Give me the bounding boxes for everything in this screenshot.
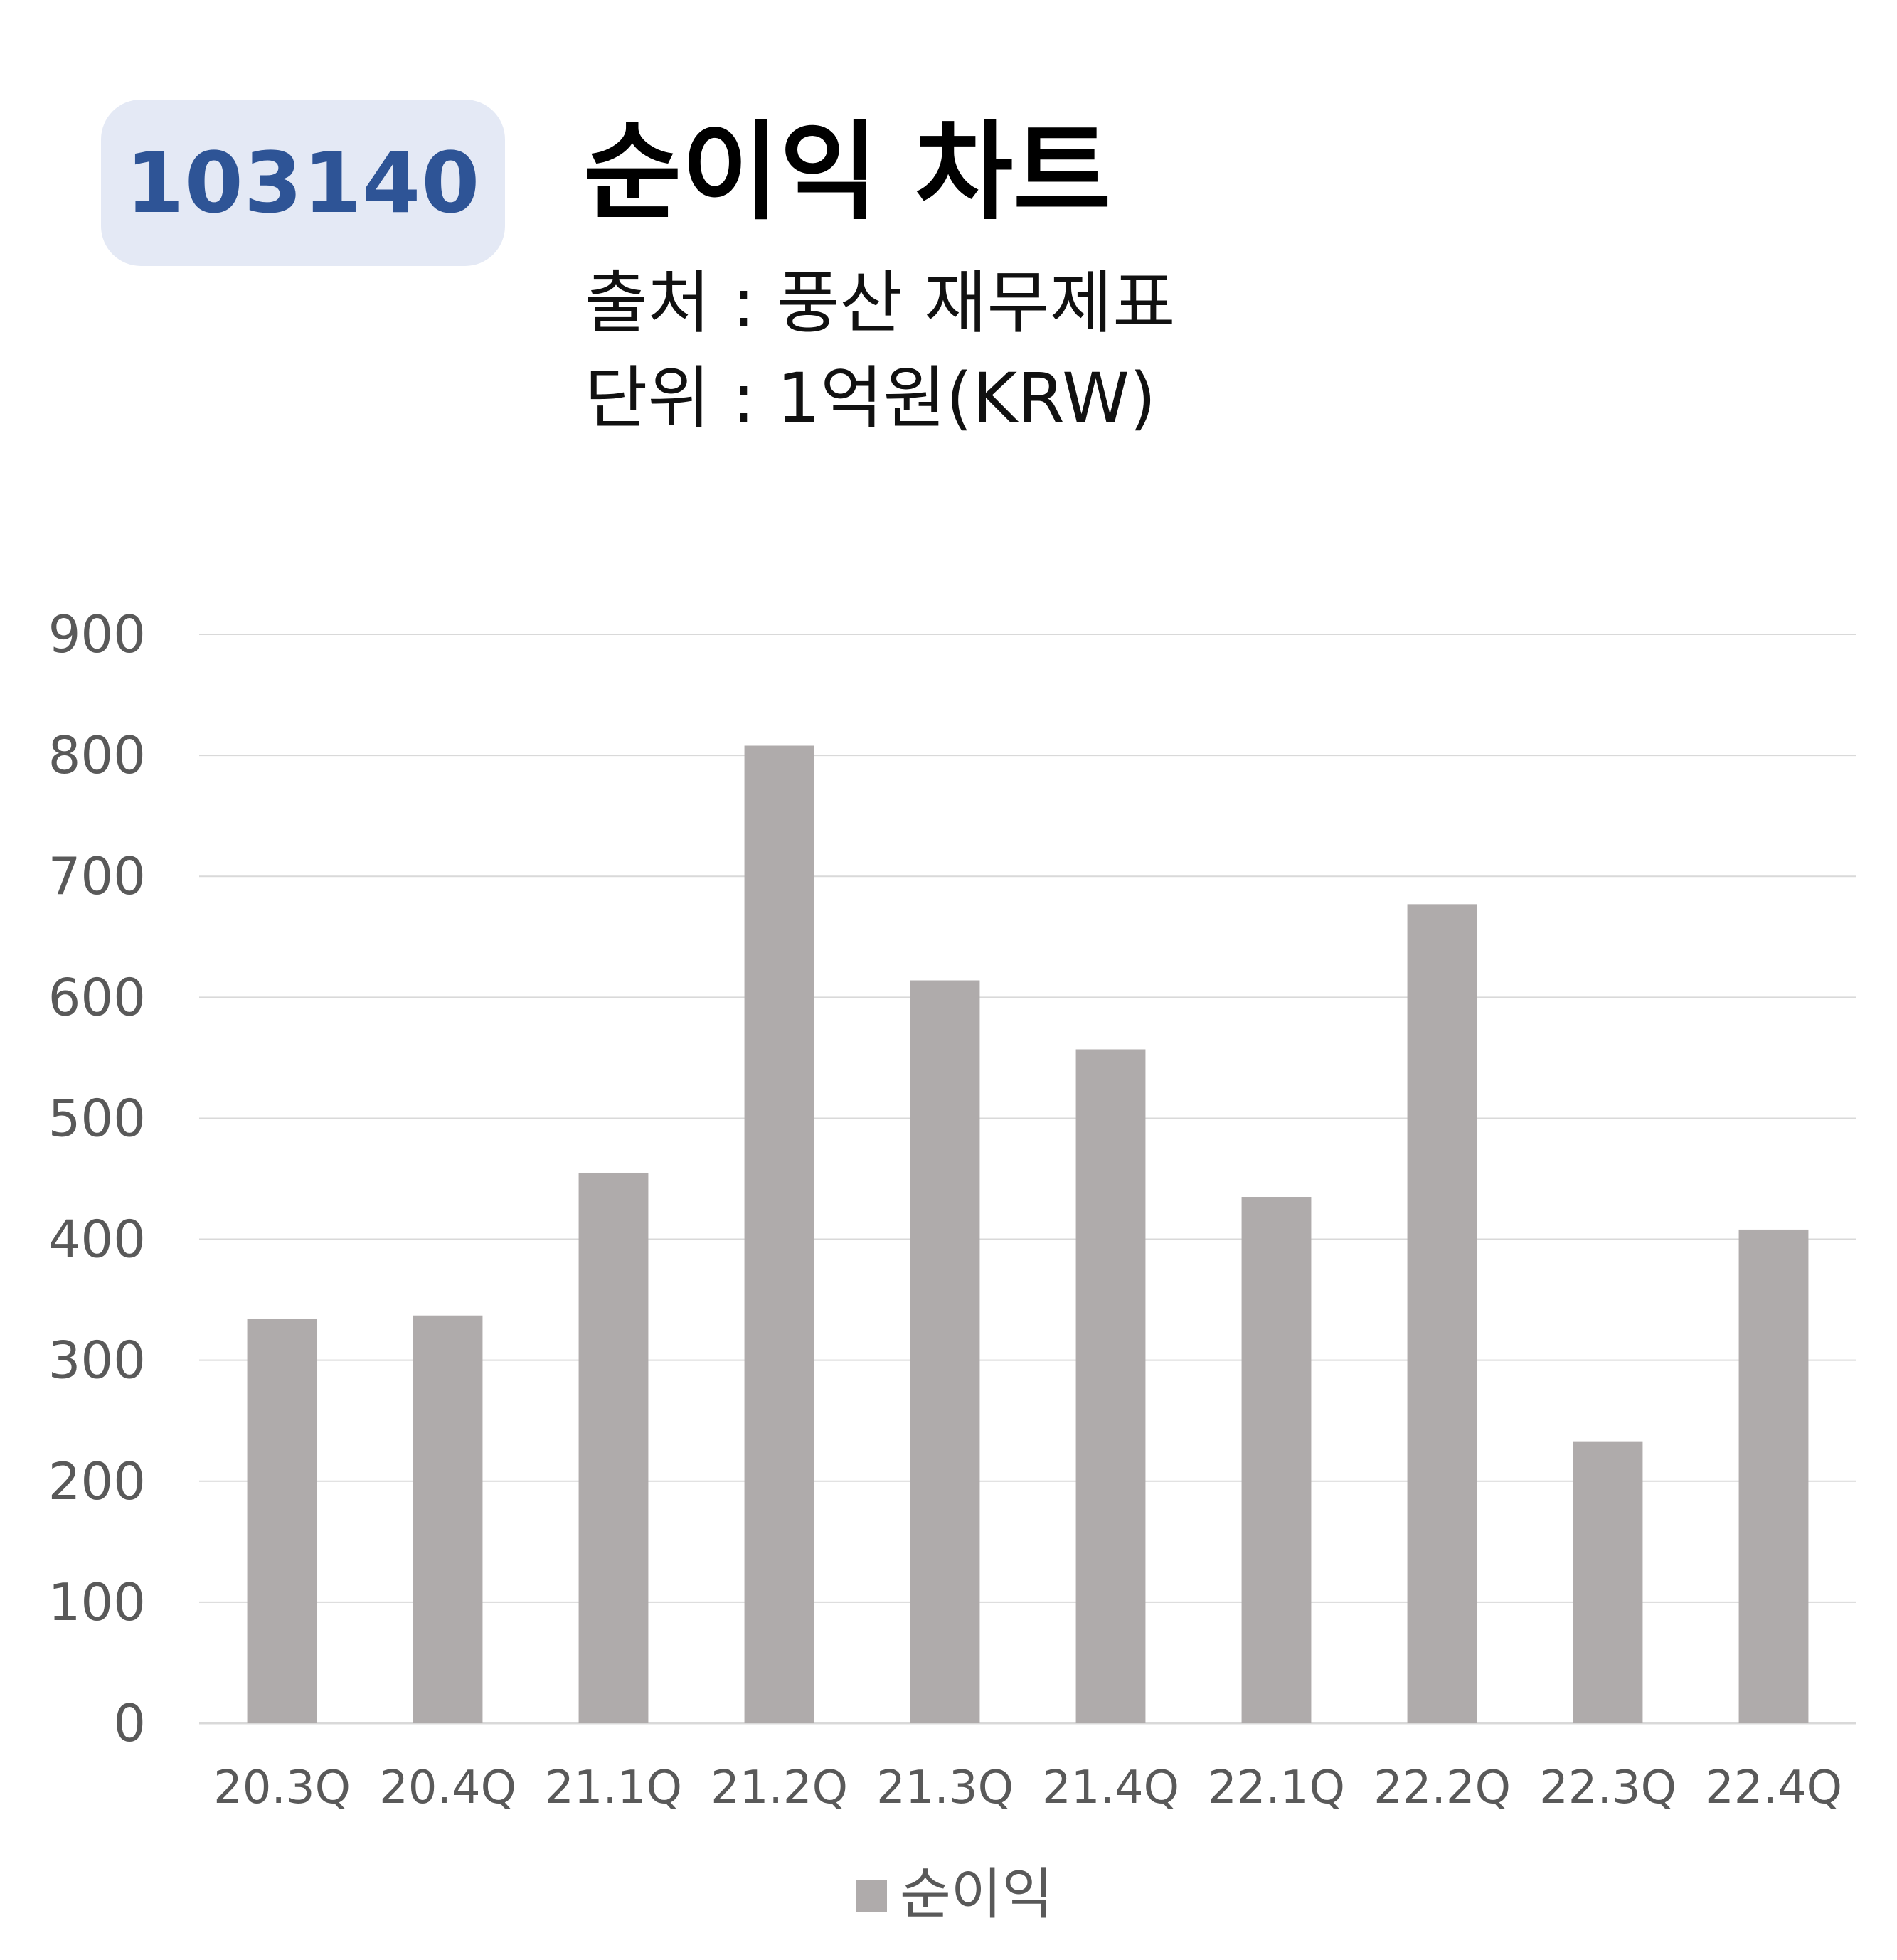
bar (1738, 1229, 1809, 1723)
bar (247, 1319, 317, 1723)
x-tick-label: 21.3Q (876, 1762, 1014, 1814)
y-tick-label: 200 (48, 1452, 146, 1511)
stock-code: 103140 (125, 134, 481, 232)
y-tick-label: 0 (113, 1693, 146, 1753)
y-tick-label: 400 (48, 1210, 146, 1269)
bar (1241, 1197, 1312, 1723)
x-axis-ticks: 20.3Q 20.4Q 21.1Q 21.2Q 21.3Q 21.4Q 22.1Q 22.2Q… (213, 1762, 1842, 1814)
x-tick-label: 21.1Q (545, 1762, 682, 1814)
bar (413, 1315, 483, 1723)
bars (247, 745, 1809, 1723)
x-tick-label: 22.1Q (1208, 1762, 1345, 1814)
x-tick-label: 21.2Q (711, 1762, 848, 1814)
x-tick-label: 21.4Q (1042, 1762, 1179, 1814)
y-tick-label: 900 (48, 604, 146, 664)
unit-note: 단위 : 1억원(KRW) (585, 358, 1157, 438)
x-tick-label: 22.4Q (1705, 1762, 1842, 1814)
bar (910, 980, 980, 1723)
y-tick-label: 100 (48, 1572, 146, 1632)
legend-swatch (856, 1880, 887, 1912)
y-axis-ticks: 0 100 200 300 400 500 600 700 800 900 (48, 604, 146, 1753)
y-tick-label: 700 (48, 846, 146, 906)
source-note: 출처 : 풍산 재무제표 (585, 263, 1176, 343)
bar (1075, 1049, 1146, 1723)
y-tick-label: 300 (48, 1331, 146, 1390)
x-tick-label: 22.3Q (1539, 1762, 1677, 1814)
bar (578, 1172, 649, 1723)
bar (744, 745, 814, 1723)
y-tick-label: 600 (48, 967, 146, 1027)
bar (1407, 904, 1477, 1723)
legend: 순이익 (856, 1863, 1053, 1927)
stock-code-badge: 103140 (101, 100, 505, 266)
y-tick-label: 500 (48, 1088, 146, 1148)
y-tick-label: 800 (48, 725, 146, 785)
x-tick-label: 20.4Q (379, 1762, 516, 1814)
x-tick-label: 22.2Q (1373, 1762, 1511, 1814)
bar (1573, 1441, 1643, 1723)
chart-title: 순이익 차트 (583, 111, 1112, 235)
x-tick-label: 20.3Q (213, 1762, 351, 1814)
legend-label: 순이익 (900, 1863, 1053, 1927)
